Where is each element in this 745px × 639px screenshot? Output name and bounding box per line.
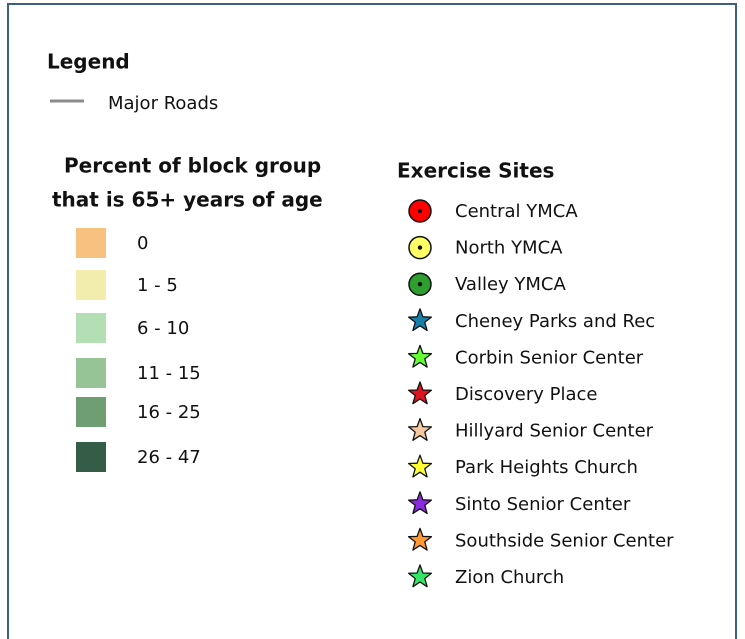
site-symbol-dot: [417, 282, 423, 287]
site-label: Hillyard Senior Center: [455, 421, 654, 442]
site-symbol: [407, 564, 433, 588]
class-label: 1 - 5: [137, 275, 178, 296]
class-swatch: [76, 442, 106, 472]
class-label: 0: [137, 233, 148, 254]
class-label: 26 - 47: [137, 447, 201, 468]
site-label: Southside Senior Center: [455, 530, 674, 551]
class-label: 11 - 15: [137, 363, 201, 384]
site-label: Cheney Parks and Rec: [455, 311, 655, 332]
site-label: Discovery Place: [455, 384, 598, 405]
site-label: Park Heights Church: [455, 457, 638, 478]
class-label: 6 - 10: [137, 318, 189, 339]
percent-title: Percent of block group: [64, 154, 321, 178]
site-symbol: [407, 454, 433, 478]
site-symbol: [407, 491, 433, 515]
sites-title: Exercise Sites: [397, 159, 554, 183]
class-swatch: [76, 270, 106, 300]
site-label: Corbin Senior Center: [455, 347, 644, 368]
site-symbol: [407, 417, 433, 441]
class-swatch: [76, 228, 106, 258]
legend-title: Legend: [47, 50, 130, 74]
site-label: Central YMCA: [455, 201, 578, 222]
percent-title: that is 65+ years of age: [52, 188, 323, 212]
class-label: 16 - 25: [137, 402, 201, 423]
site-symbol: [407, 381, 433, 405]
class-swatch: [76, 313, 106, 343]
class-swatch: [76, 397, 106, 427]
site-symbol: [407, 344, 433, 368]
site-label: Zion Church: [455, 567, 564, 588]
site-symbol-dot: [417, 208, 423, 214]
site-symbol-dot: [417, 245, 423, 250]
class-swatch: [76, 358, 106, 388]
site-label: Valley YMCA: [455, 274, 566, 295]
site-label: North YMCA: [455, 238, 563, 259]
site-symbol: [407, 308, 433, 332]
frame: [7, 3, 737, 639]
road-label: Major Roads: [108, 93, 218, 114]
site-symbol: [407, 527, 433, 551]
site-label: Sinto Senior Center: [455, 494, 631, 515]
